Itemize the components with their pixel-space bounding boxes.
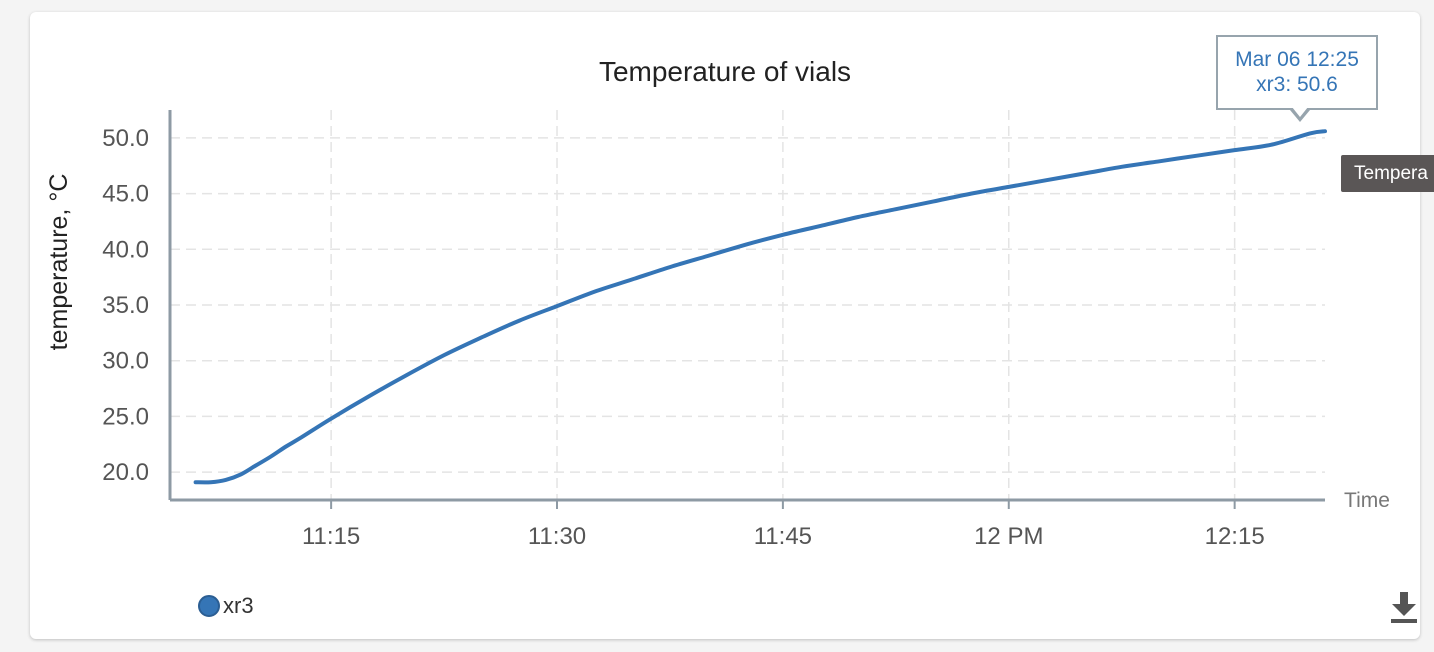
y-tick-label: 50.0 — [102, 125, 149, 152]
x-axis-label: Time — [1344, 489, 1390, 512]
side-tab-label: Tempera — [1354, 163, 1428, 184]
legend-label: xr3 — [223, 592, 254, 618]
tooltip-value: xr3: 50.6 — [1256, 73, 1338, 96]
x-tick-label: 12:15 — [1205, 523, 1265, 550]
download-icon-glyph — [1391, 592, 1417, 623]
y-tick-label: 20.0 — [102, 459, 149, 486]
tooltip-date: Mar 06 12:25 — [1235, 48, 1359, 71]
chart-card: Temperature of vials temperature, °C Tim… — [30, 12, 1420, 639]
series-line-xr3 — [193, 129, 1327, 485]
legend-item-xr3[interactable]: xr3 — [198, 592, 254, 619]
y-axis-label: temperature, °C — [45, 174, 73, 351]
side-tab[interactable]: Tempera — [1341, 155, 1434, 192]
x-tick-label: 11:30 — [528, 523, 586, 550]
y-tick-label: 25.0 — [102, 403, 149, 430]
y-tick-label: 30.0 — [102, 348, 149, 375]
tooltip-pointer-fill — [1292, 107, 1308, 117]
y-tick-label: 40.0 — [102, 236, 149, 263]
x-tick-label: 12 PM — [974, 523, 1043, 550]
chart-title: Temperature of vials — [599, 56, 851, 87]
legend-marker — [198, 594, 220, 617]
chart-plot: Temperature of vials temperature, °C Tim… — [45, 56, 1390, 550]
y-tick-label: 35.0 — [102, 292, 149, 319]
download-icon[interactable] — [1388, 590, 1420, 624]
x-tick-label: 11:45 — [754, 523, 812, 550]
x-tick-label: 11:15 — [302, 523, 360, 550]
data-tooltip: Mar 06 12:25 xr3: 50.6 — [1216, 35, 1378, 110]
y-tick-label: 45.0 — [102, 181, 149, 208]
